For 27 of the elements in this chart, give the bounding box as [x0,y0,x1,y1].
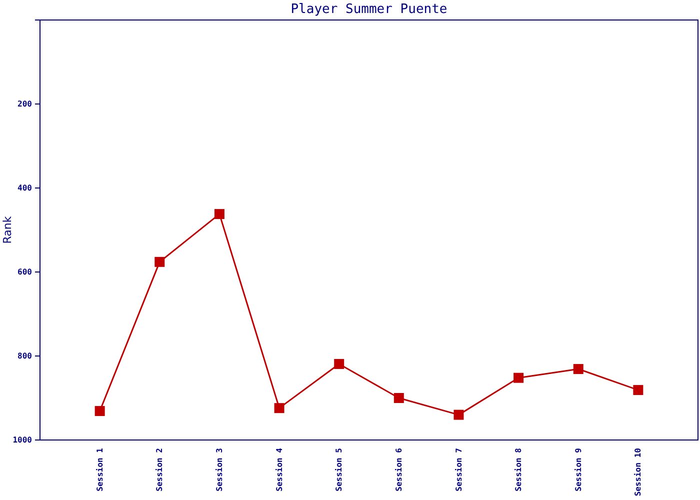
point [154,256,165,267]
x-tick-label: Session 10 [634,448,643,496]
x-tick-label: Session 4 [274,448,284,492]
y-tick-label: 600 [18,268,32,277]
x-tick-label: Session 3 [215,448,224,492]
y-tick-label: 1000 [12,436,32,445]
x-tick-label: Session 8 [514,448,524,492]
point [334,358,344,369]
x-tick-label: Session 9 [574,448,583,492]
point [633,385,644,396]
x-tick-label: Session 7 [454,448,464,492]
x-tick-label: Session 1 [95,448,104,492]
point [214,209,224,220]
point [94,406,105,416]
point [514,372,524,383]
x-tick-label: Session 2 [155,448,164,492]
point [394,393,404,403]
point [454,410,464,420]
x-tick-label: Session 5 [334,448,344,492]
y-tick-label: 400 [18,184,32,193]
y-tick-label: 200 [18,100,32,109]
point [274,403,284,414]
x-tick-label: Session 6 [394,448,404,492]
chart-title: Player Summer Puente [290,2,448,17]
point [573,364,584,374]
y-tick-label: 800 [18,352,32,361]
y-axis-title: Rank [1,216,14,244]
